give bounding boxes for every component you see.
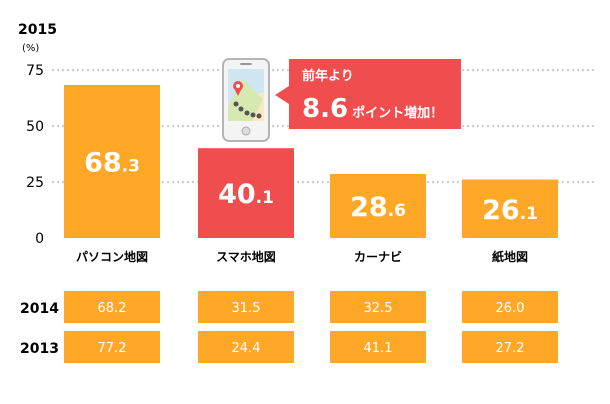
table-cell-value: 32.5 [364,301,393,316]
bar [462,179,558,238]
table-cell-value: 77.2 [98,341,127,356]
y-tick-label: 25 [26,175,44,191]
table-cell-value: 24.4 [232,341,261,356]
bar [64,85,160,239]
table-cell [462,291,558,323]
table-cell [198,291,294,323]
table-cell-value: 26.0 [496,301,525,316]
table-cell [330,331,426,363]
row-year-label: 2014 [20,301,59,317]
bars-2015: 68.3 40.1 28.6 26.1 [64,85,558,239]
category-label: スマホ地図 [216,249,276,264]
table-cell [198,331,294,363]
y-axis-unit: (%) [22,43,39,54]
bar [198,148,294,238]
history-table: 2014 68.2 31.5 32.5 26.0 2013 77.2 24.4 41.1 27.2 [20,291,558,363]
smartphone-map-icon [222,58,270,142]
y-tick-label: 0 [35,231,44,247]
table-cell [330,291,426,323]
table-cell [64,291,160,323]
callout-main: 8.6 ポイント増加！ [302,94,443,124]
table-cell-value: 68.2 [98,301,127,316]
callout-value: 8.6 [302,94,348,124]
chart-title: 2015 [18,22,57,38]
bar-value-label: 40.1 [218,179,274,210]
bar-value-label: 28.6 [350,192,406,223]
callout-line1: 前年より [302,68,354,84]
table-cell-value: 27.2 [496,341,525,356]
table-cell [64,331,160,363]
bar-value-label: 68.3 [84,148,140,179]
category-label: パソコン地図 [76,249,148,264]
category-labels: パソコン地図 スマホ地図 カーナビ 紙地図 [76,249,528,264]
table-cell [462,331,558,363]
bar [330,173,426,238]
callout-suffix: ポイント増加！ [352,105,443,121]
y-tick-label: 75 [26,63,44,79]
category-label: 紙地図 [492,249,528,264]
y-tick-label: 50 [26,119,44,135]
bar-value-label: 26.1 [482,195,538,226]
table-cell-value: 41.1 [364,341,393,356]
growth-callout: 前年より 8.6 ポイント増加！ [275,59,461,129]
table-cell-value: 31.5 [232,301,261,316]
y-axis-ticks: 75 50 25 0 [26,63,44,247]
category-label: カーナビ [354,249,402,264]
row-year-label: 2013 [20,341,59,357]
